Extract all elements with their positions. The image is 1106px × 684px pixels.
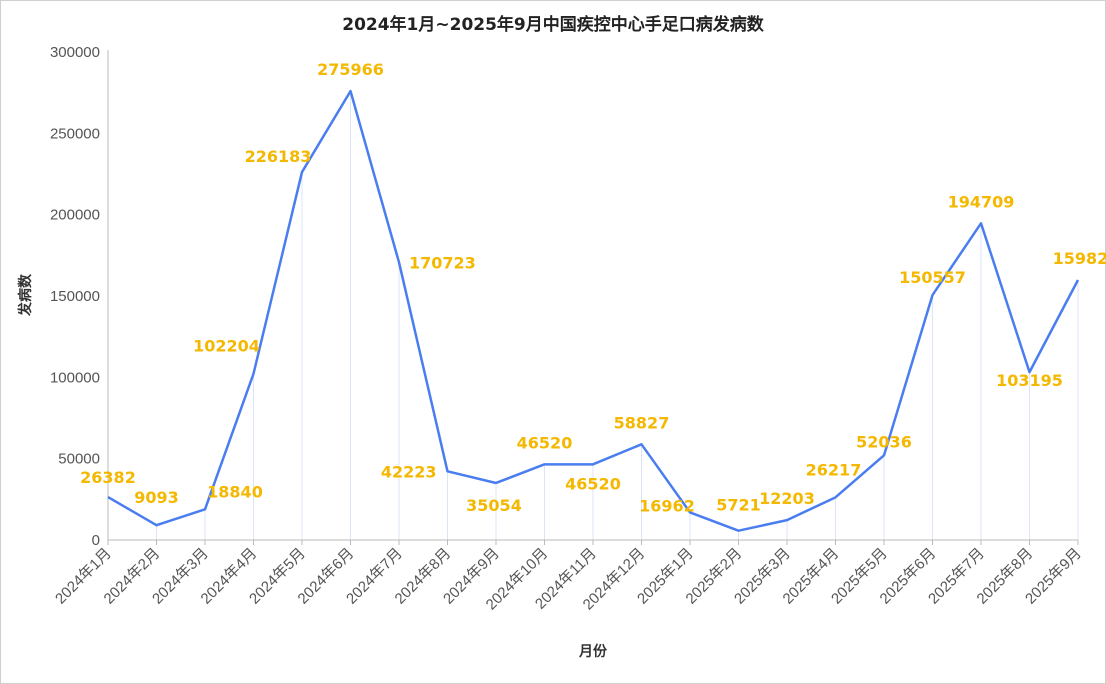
- y-tick-label: 300000: [50, 44, 100, 61]
- data-label: 46520: [565, 474, 621, 493]
- data-label: 170723: [409, 253, 476, 272]
- y-tick-label: 50000: [58, 451, 100, 468]
- y-tick-label: 250000: [50, 125, 100, 142]
- data-label: 26217: [806, 460, 862, 479]
- data-label: 194709: [948, 192, 1015, 211]
- data-label: 42223: [381, 462, 437, 481]
- chart-title: 2024年1月~2025年9月中国疾控中心手足口病发病数: [342, 15, 764, 35]
- y-tick-label: 200000: [50, 207, 100, 224]
- data-label: 159828: [1053, 249, 1106, 268]
- data-label: 16962: [639, 496, 695, 515]
- data-label: 102204: [193, 337, 260, 356]
- data-label: 58827: [614, 413, 670, 432]
- data-label: 226183: [245, 147, 312, 166]
- data-label: 26382: [80, 468, 136, 487]
- data-label: 46520: [517, 433, 573, 452]
- y-tick-label: 150000: [50, 288, 100, 305]
- series-line: [107, 89, 1080, 532]
- data-label: 52036: [856, 432, 912, 451]
- data-label: 12203: [759, 489, 815, 508]
- data-label: 275966: [317, 60, 384, 79]
- y-tick-label: 0: [92, 532, 100, 549]
- y-tick-label: 100000: [50, 369, 100, 386]
- x-tick-labels: 2024年1月2024年2月2024年3月2024年4月2024年5月2024年…: [52, 540, 1085, 613]
- data-label: 5721: [716, 496, 761, 515]
- data-label: 18840: [207, 482, 263, 501]
- data-label: 35054: [466, 496, 522, 515]
- drop-lines: [107, 91, 1079, 540]
- data-label: 150557: [899, 268, 966, 287]
- data-label: 9093: [134, 488, 179, 507]
- y-axis-title: 发病数: [17, 273, 34, 317]
- data-label: 103195: [996, 371, 1063, 390]
- x-axis-title: 月份: [578, 643, 608, 660]
- y-tick-labels: 0 50000 100000 150000 200000 250000 300000: [50, 44, 100, 549]
